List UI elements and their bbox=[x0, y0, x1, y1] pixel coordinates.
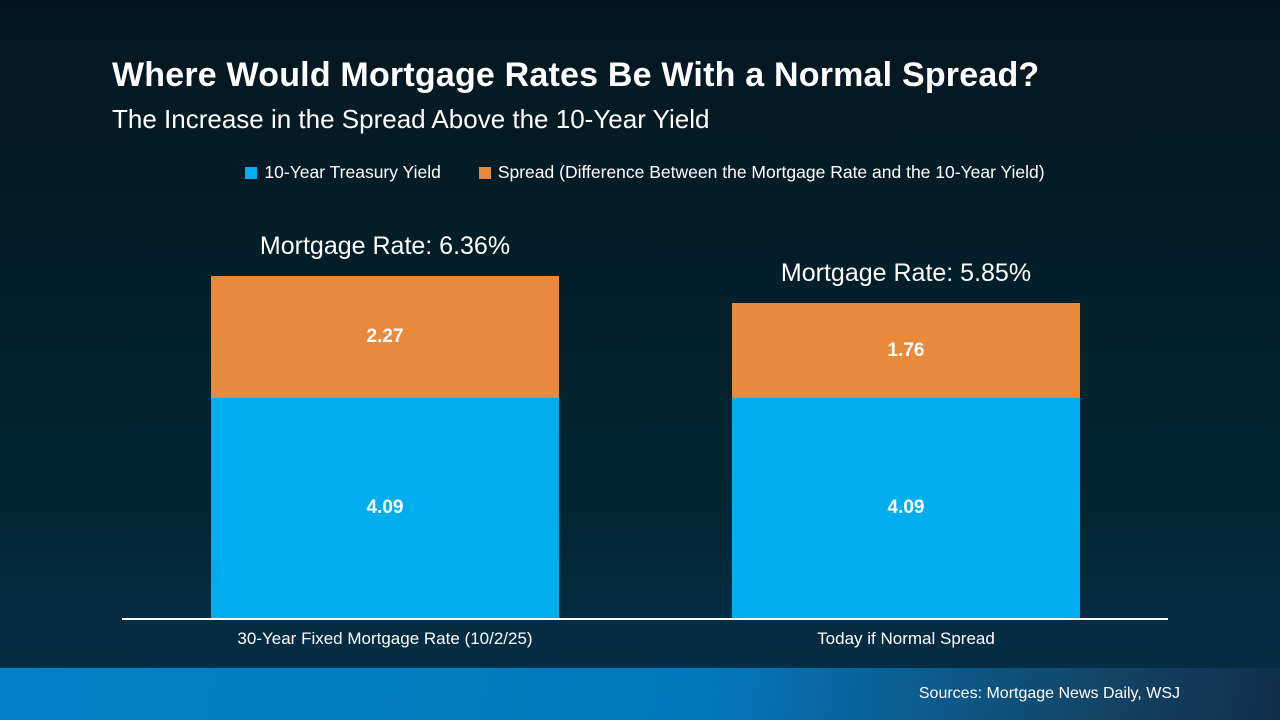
bar-segment-spread: 1.76 bbox=[732, 303, 1080, 398]
footer-band: Sources: Mortgage News Daily, WSJ bbox=[0, 668, 1280, 720]
legend-item: Spread (Difference Between the Mortgage … bbox=[478, 162, 1045, 183]
bar-segment-treasury: 4.09 bbox=[211, 398, 559, 618]
legend-label: 10-Year Treasury Yield bbox=[264, 162, 441, 182]
bar-value-label: 1.76 bbox=[887, 339, 925, 361]
legend-swatch-icon bbox=[245, 166, 258, 179]
bar-value-label: 4.09 bbox=[887, 497, 925, 518]
x-axis-category-label: 30-Year Fixed Mortgage Rate (10/2/25) bbox=[237, 629, 533, 648]
bar-segment-spread: 2.27 bbox=[211, 276, 559, 398]
bar-value-label: 2.27 bbox=[366, 326, 404, 347]
sources-text: Sources: Mortgage News Daily, WSJ bbox=[918, 685, 1180, 702]
x-axis-category-label: Today if Normal Spread bbox=[817, 629, 995, 648]
bar-total-label: Mortgage Rate: 6.36% bbox=[259, 232, 511, 260]
legend-item: 10-Year Treasury Yield bbox=[245, 162, 441, 183]
x-axis-line bbox=[122, 618, 1168, 620]
bar-segment-treasury: 4.09 bbox=[732, 398, 1080, 618]
bar-value-label: 4.09 bbox=[366, 497, 404, 518]
chart-subtitle: The Increase in the Spread Above the 10-… bbox=[112, 104, 710, 134]
legend: 10-Year Treasury Yield Spread (Difference… bbox=[122, 162, 1168, 183]
bar-total-label: Mortgage Rate: 5.85% bbox=[780, 259, 1032, 287]
legend-label: Spread (Difference Between the Mortgage … bbox=[497, 162, 1045, 182]
chart-title: Where Would Mortgage Rates Be With a Nor… bbox=[112, 56, 1040, 94]
legend-swatch-icon bbox=[478, 166, 491, 179]
